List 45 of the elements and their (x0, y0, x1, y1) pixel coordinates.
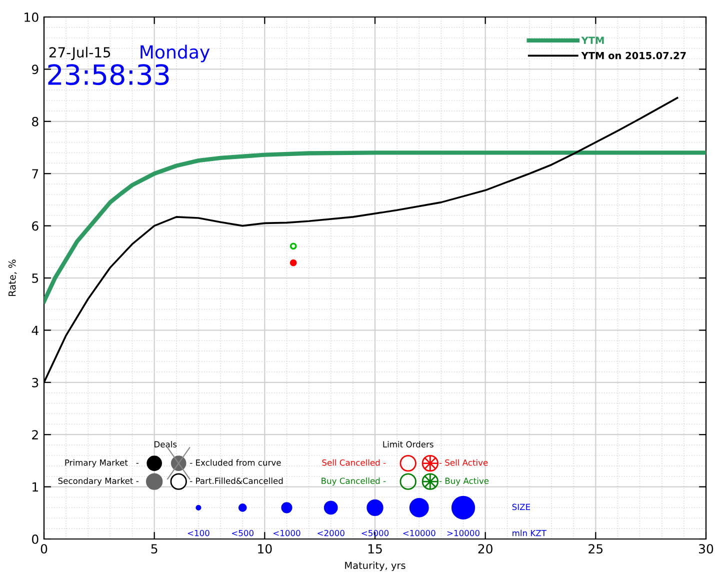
annotation: Limit Orders (383, 441, 434, 448)
annotation: <5000 (362, 530, 389, 536)
x-tick-label: 0 (40, 544, 48, 554)
annotation: <1000 (274, 530, 300, 536)
y-tick-label: 4 (32, 326, 38, 335)
x-tick-label: 5 (151, 544, 158, 554)
annotation: mln KZT (512, 530, 546, 536)
y-tick-label: 9 (32, 64, 38, 74)
y-axis-title: Rate, % (8, 260, 17, 296)
x-tick-label: 20 (478, 544, 492, 554)
annotation: SIZE (512, 504, 530, 510)
annotation: >10000 (447, 530, 480, 536)
annotation: Deals (154, 441, 177, 448)
y-tick-label: 5 (32, 274, 38, 283)
y-tick-label: 0 (32, 534, 38, 544)
x-tick-label: 10 (258, 544, 272, 554)
annotation: <100 (188, 530, 210, 536)
x-axis-title: Maturity, yrs (345, 562, 406, 571)
annotation: - Sell Active (439, 459, 488, 466)
annotation: Sell Cancelled - (322, 459, 386, 466)
annotation: <500 (232, 530, 254, 536)
y-tick-label: 8 (32, 116, 38, 126)
annotation: - Excluded from curve (190, 459, 281, 466)
y-tick-label: 1 (32, 482, 38, 492)
annotation: <10000 (403, 530, 436, 536)
y-tick-label: 6 (32, 221, 38, 231)
annotation: Secondary Market - (58, 478, 138, 486)
x-tick-label: 25 (588, 544, 603, 554)
annotation: <2000 (318, 530, 344, 536)
annotation: - Part.Filled&Cancelled (190, 478, 283, 484)
line-series (44, 150, 706, 304)
annotation: 27-Jul-15 (49, 46, 110, 60)
y-tick-label: 10 (24, 12, 38, 22)
text: YTM on 2015.07.27 (581, 52, 686, 60)
annotation: Primary Market - (65, 459, 138, 468)
text: YTM (581, 36, 604, 44)
x-tick-label: 15 (368, 544, 382, 554)
y-tick-label: 3 (32, 378, 38, 388)
annotation: - Buy Active (439, 478, 489, 486)
annotation: 23:58:33 (48, 64, 169, 86)
y-tick-label: 2 (32, 430, 38, 440)
y-tick-label: 7 (32, 169, 38, 178)
annotation: Buy Cancelled - (322, 478, 386, 486)
annotation: Monday (140, 44, 210, 62)
x-tick-label: 30 (699, 544, 714, 554)
